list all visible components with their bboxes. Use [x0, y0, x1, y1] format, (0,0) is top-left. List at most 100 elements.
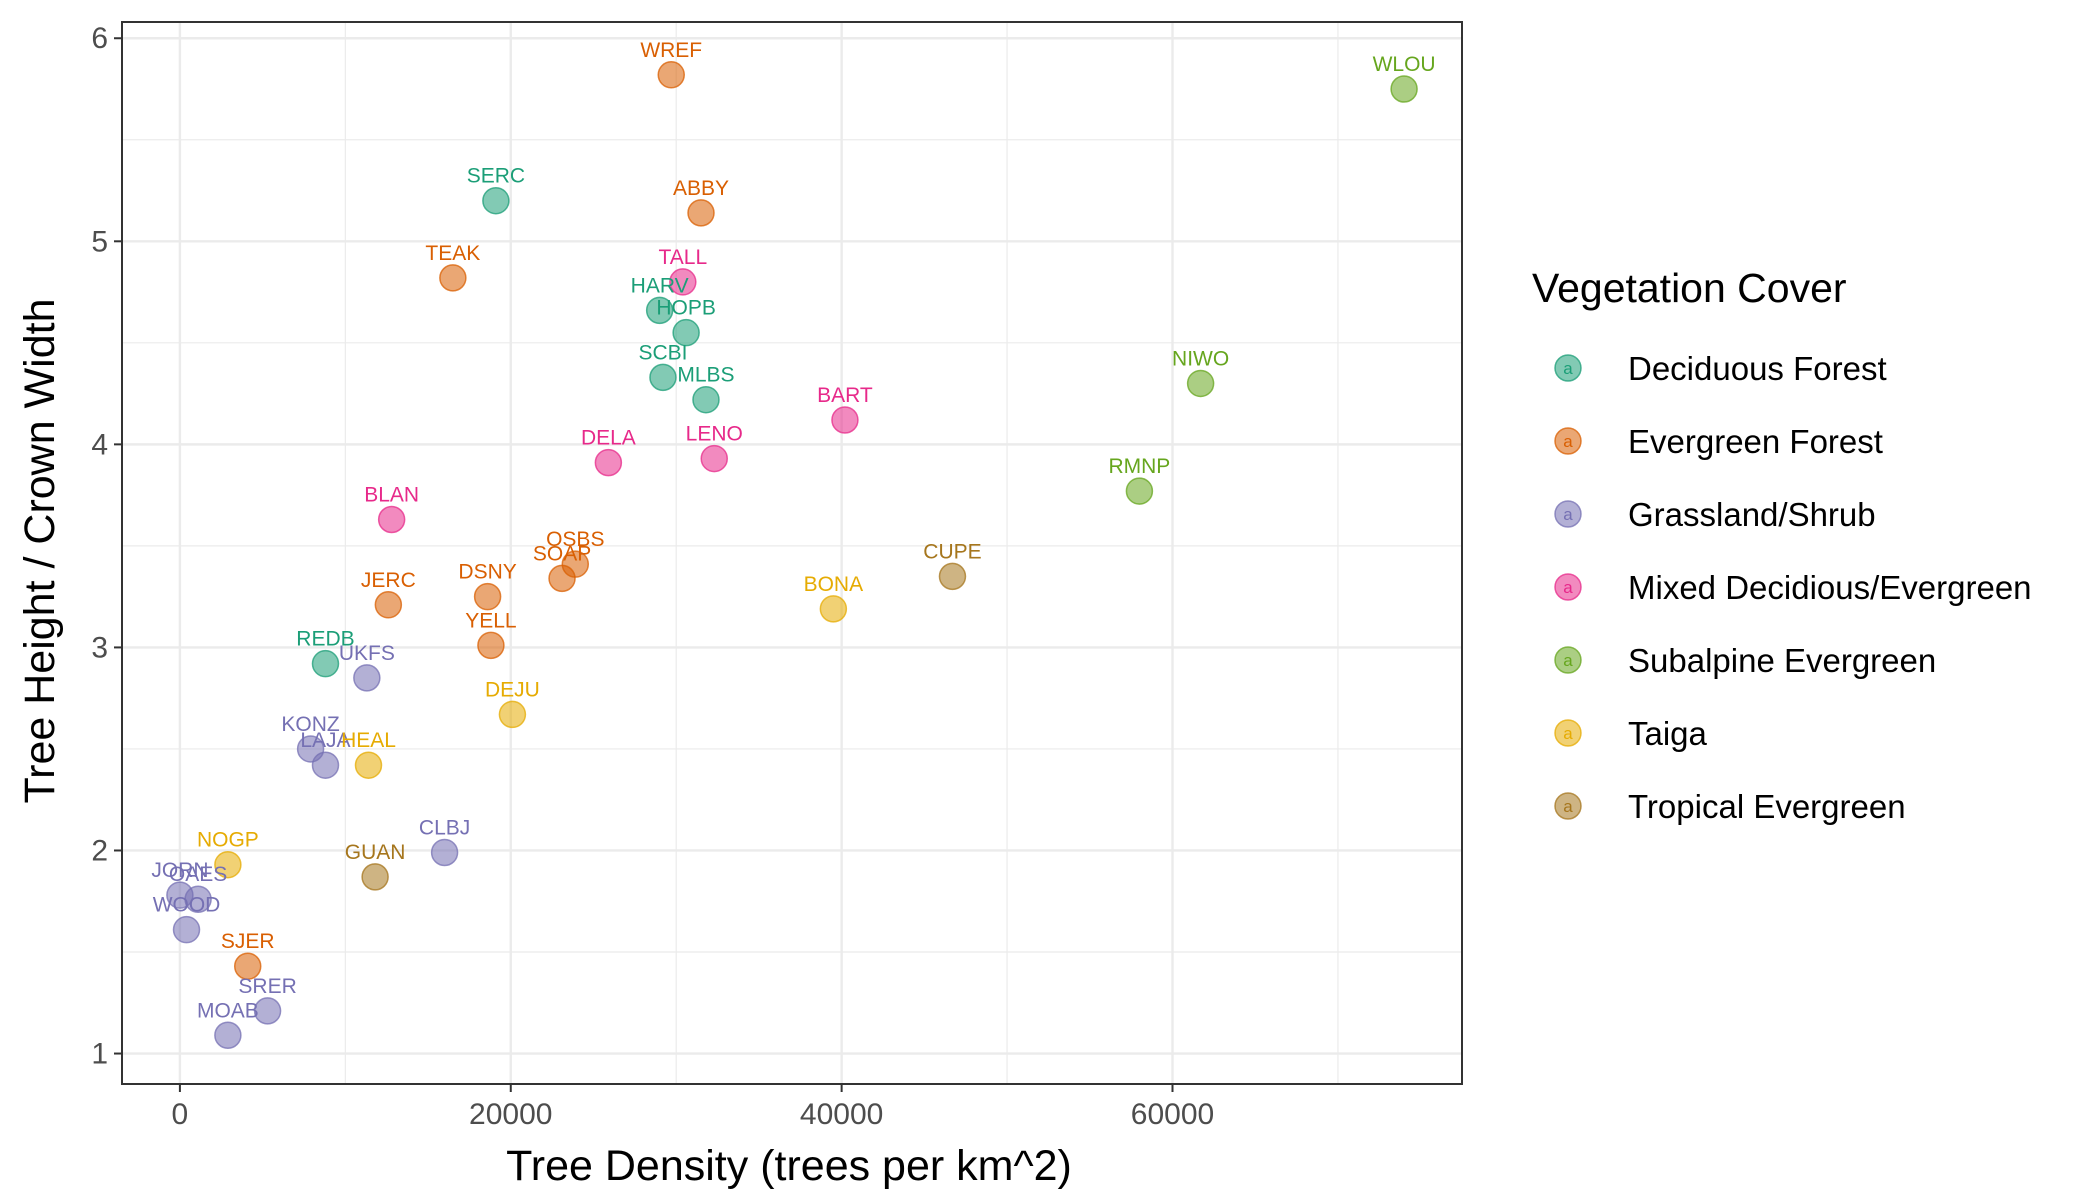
data-points: [166, 61, 1418, 1050]
point-label-blan: BLAN: [364, 483, 419, 506]
legend-key-glyph: a: [1563, 651, 1573, 670]
legend-label-grassland-shrub: Grassland/Shrub: [1628, 496, 1876, 533]
point-jerc: [374, 591, 403, 619]
point-label-wref: WREF: [640, 39, 702, 62]
point-label-moab: MOAB: [197, 999, 259, 1022]
legend-key-glyph: a: [1563, 432, 1573, 451]
y-tick-label: 3: [91, 631, 108, 664]
point-label-srer: SRER: [238, 975, 296, 998]
point-scbi: [649, 363, 677, 392]
point-label-deju: DEJU: [485, 678, 540, 701]
y-tick-label: 1: [91, 1038, 108, 1071]
axes: 0 20000 40000 60000 1 2 3 4 5 6: [91, 22, 1214, 1131]
point-label-dsny: DSNY: [458, 561, 516, 584]
point-heal: [354, 751, 383, 779]
x-tick-label: 60000: [1131, 1098, 1214, 1131]
legend-key-tropical-evergreen: [1554, 792, 1582, 820]
x-axis-title: Tree Density (trees per km^2): [506, 1142, 1072, 1190]
x-tick-label: 0: [172, 1098, 189, 1131]
point-label-osbs: OSBS: [546, 528, 604, 551]
y-tick-label: 4: [91, 428, 108, 461]
legend-label-evergreen-forest: Evergreen Forest: [1628, 423, 1883, 460]
point-laja: [311, 751, 340, 779]
point-label-dela: DELA: [581, 427, 636, 450]
point-label-sjer: SJER: [221, 930, 275, 953]
point-label-hopb: HOPB: [656, 297, 716, 320]
point-oaes: [184, 885, 212, 913]
point-abby: [687, 199, 715, 227]
point-yell: [477, 631, 505, 660]
point-label-wood: WOOD: [153, 894, 221, 917]
point-label-cupe: CUPE: [923, 540, 981, 563]
legend-label-mixed-decidious-evergreen: Mixed Decidious/Evergreen: [1628, 569, 2032, 606]
point-redb: [311, 649, 340, 678]
point-bona: [819, 595, 848, 623]
point-label-guan: GUAN: [345, 841, 406, 864]
point-sjer: [233, 952, 262, 980]
point-label-teak: TEAK: [425, 242, 480, 265]
point-label-harv: HARV: [631, 274, 689, 297]
point-moab: [214, 1021, 242, 1050]
point-label-konz: KONZ: [281, 713, 340, 736]
point-label-rmnp: RMNP: [1108, 455, 1170, 478]
point-tall: [669, 268, 697, 296]
legend-key-grassland-shrub: [1554, 500, 1582, 528]
legend-key-glyph: a: [1563, 797, 1573, 816]
point-label-clbj: CLBJ: [419, 817, 470, 840]
x-tick-label: 40000: [800, 1098, 883, 1131]
point-guan: [361, 863, 389, 891]
point-deju: [498, 700, 527, 729]
point-label-wlou: WLOU: [1373, 53, 1436, 76]
point-rmnp: [1125, 477, 1154, 505]
point-label-jerc: JERC: [361, 569, 416, 592]
point-cupe: [938, 562, 967, 591]
legend-label-subalpine-evergreen: Subalpine Evergreen: [1628, 642, 1936, 679]
point-label-redb: REDB: [296, 628, 354, 651]
point-label-oaes: OAES: [169, 863, 227, 886]
point-label-abby: ABBY: [673, 177, 729, 200]
y-tick-label: 2: [91, 834, 108, 867]
point-blan: [377, 505, 406, 534]
point-label-serc: SERC: [467, 165, 525, 188]
point-label-mlbs: MLBS: [677, 364, 734, 387]
point-label-bona: BONA: [804, 573, 864, 596]
point-label-bart: BART: [817, 384, 873, 407]
y-tick-label: 6: [91, 22, 108, 55]
point-mlbs: [692, 385, 720, 414]
point-label-tall: TALL: [658, 246, 707, 269]
point-label-ukfs: UKFS: [339, 642, 395, 665]
point-dela: [594, 448, 623, 477]
point-label-leno: LENO: [686, 423, 743, 446]
point-label-soap: SOAP: [533, 542, 591, 565]
point-wood: [172, 915, 201, 944]
point-harv: [645, 296, 674, 325]
legend-key-glyph: a: [1563, 359, 1573, 378]
point-wref: [657, 61, 685, 89]
point-label-scbi: SCBI: [638, 341, 687, 364]
grid-lines: [122, 22, 1462, 1084]
point-soap: [548, 564, 576, 593]
point-srer: [253, 997, 282, 1025]
point-clbj: [430, 838, 459, 867]
legend-key-glyph: a: [1563, 505, 1573, 524]
point-label-jorn: JORN: [151, 859, 208, 882]
legend: Vegetation Cover a Deciduous Forest a Everg…: [1532, 265, 2032, 825]
point-serc: [482, 186, 510, 215]
point-dsny: [473, 582, 502, 611]
point-niwo: [1186, 369, 1215, 398]
legend-key-mixed-decidious-evergreen: [1554, 573, 1582, 601]
legend-label-tropical-evergreen: Tropical Evergreen: [1628, 788, 1906, 825]
legend-key-taiga: [1554, 719, 1582, 747]
legend-key-subalpine-evergreen: [1554, 646, 1582, 674]
legend-label-deciduous-forest: Deciduous Forest: [1628, 350, 1887, 387]
point-wlou: [1390, 75, 1418, 103]
plot-panel-border: [121, 21, 1463, 1085]
legend-key-evergreen-forest: [1554, 427, 1582, 455]
legend-key-deciduous-forest: [1554, 354, 1582, 382]
point-bart: [831, 406, 859, 434]
legend-key-glyph: a: [1563, 578, 1573, 597]
point-label-nogp: NOGP: [197, 829, 259, 852]
legend-label-taiga: Taiga: [1628, 715, 1708, 752]
